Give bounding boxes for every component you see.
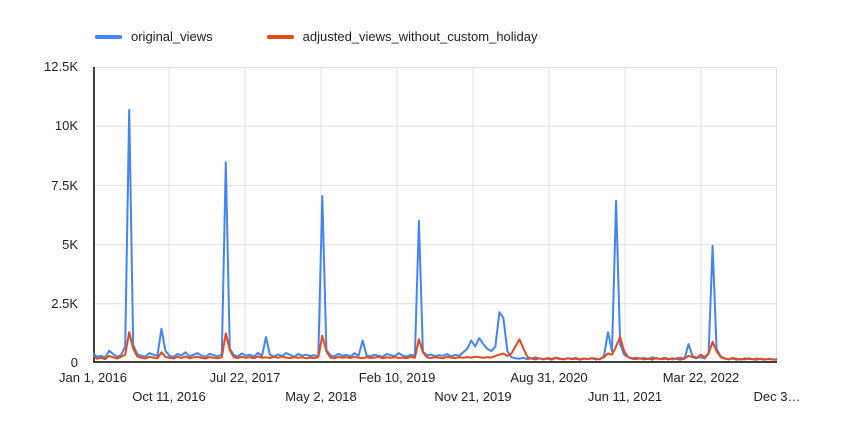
original-views-color-swatch — [95, 34, 122, 39]
y-axis-tick-label: 10K — [54, 118, 78, 133]
y-axis-tick-label: 7.5K — [51, 178, 78, 193]
y-axis-tick-label: 2.5K — [51, 296, 78, 311]
y-axis-tick-label: 12.5K — [44, 59, 78, 74]
x-axis-tick-label: Oct 11, 2016 — [132, 389, 206, 404]
legend-item-adjusted-views[interactable]: adjusted_views_without_custom_holiday — [266, 29, 538, 44]
plot-area — [93, 67, 777, 363]
legend-label-original-views: original_views — [131, 29, 213, 44]
x-axis-tick-label: Dec 3… — [753, 389, 801, 404]
series-layer — [93, 108, 777, 361]
legend-item-original-views[interactable]: original_views — [95, 29, 213, 44]
series-line-original_views — [93, 108, 777, 361]
x-axis-tick-label: Jun 11, 2021 — [587, 389, 663, 404]
y-axis-tick-label: 5K — [62, 237, 78, 252]
x-axis-tick-label: Nov 21, 2019 — [434, 389, 512, 404]
series-line-adjusted_views_without_custom_holiday — [93, 331, 777, 361]
x-axis-tick-label: Aug 31, 2020 — [510, 370, 588, 385]
y-axis-tick-label: 0 — [70, 355, 78, 370]
line-chart-svg — [93, 67, 777, 363]
x-axis-tick-label: Mar 22, 2022 — [662, 370, 740, 385]
legend-label-adjusted-views: adjusted_views_without_custom_holiday — [302, 29, 538, 44]
x-axis-tick-label: May 2, 2018 — [285, 389, 357, 404]
adjusted-views-color-swatch — [266, 34, 294, 39]
chart-legend: original_views adjusted_views_without_cu… — [95, 29, 538, 44]
x-axis-tick-label: Feb 10, 2019 — [358, 370, 436, 385]
axes — [93, 67, 777, 363]
gridlines — [93, 67, 777, 363]
x-axis-tick-label: Jul 22, 2017 — [209, 370, 281, 385]
x-axis-tick-label: Jan 1, 2016 — [59, 370, 127, 385]
